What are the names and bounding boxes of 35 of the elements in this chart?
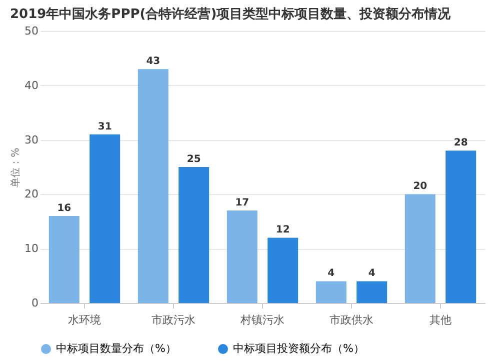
- x-tick-label: 村镇污水: [240, 314, 284, 326]
- bar: [90, 134, 120, 303]
- y-tick-label: 20: [24, 188, 38, 201]
- bar: [446, 150, 476, 303]
- y-tick-label: 40: [24, 78, 38, 92]
- chart-title: 2019年中国水务PPP(合特许经营)项目类型中标项目数量、投资额分布情况: [10, 6, 452, 22]
- bar: [48, 216, 80, 303]
- data-label: 4: [328, 268, 335, 280]
- y-tick-label: 50: [24, 24, 38, 38]
- bar: [138, 69, 168, 303]
- y-tick-label: 10: [24, 242, 38, 256]
- data-label: 43: [146, 56, 160, 68]
- data-label: 4: [368, 268, 376, 280]
- x-tick-label: 水环境: [68, 314, 101, 326]
- data-label: 31: [98, 121, 112, 132]
- bar: [226, 210, 258, 303]
- x-tick-label: 其他: [430, 314, 452, 326]
- bar: [316, 281, 346, 303]
- bar: [178, 167, 210, 303]
- y-tick-label: 0: [32, 296, 38, 310]
- bar: [268, 238, 298, 303]
- x-tick-label: 市政污水: [152, 314, 196, 326]
- bar: [356, 281, 388, 303]
- data-label: 20: [413, 181, 428, 192]
- data-label: 17: [235, 198, 250, 209]
- bar: [404, 194, 436, 303]
- data-label: 25: [186, 154, 201, 165]
- y-tick-label: 30: [24, 133, 38, 146]
- y-axis-title: 单位：%: [10, 148, 22, 188]
- legend-label: 中标项目数量分布（%）: [56, 342, 176, 355]
- x-tick-label: 市政供水: [330, 314, 374, 326]
- legend-label: 中标项目投资额分布（%）: [233, 342, 364, 355]
- data-label: 16: [57, 202, 72, 214]
- data-label: 28: [454, 138, 468, 149]
- data-label: 12: [276, 224, 290, 236]
